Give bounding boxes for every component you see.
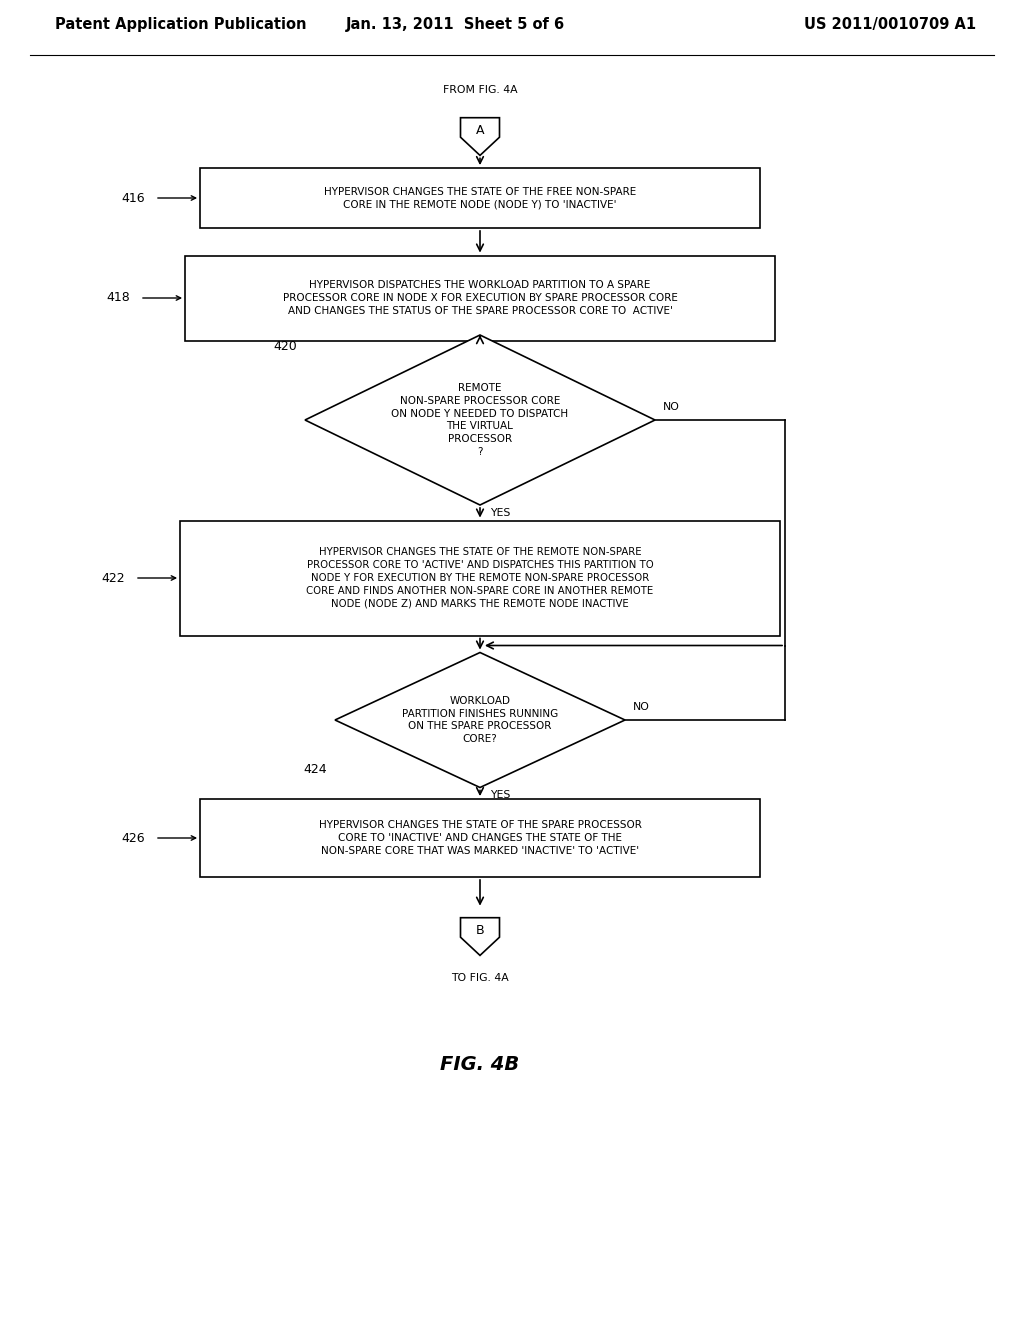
Polygon shape	[305, 335, 655, 506]
Text: FROM FIG. 4A: FROM FIG. 4A	[442, 84, 517, 95]
FancyBboxPatch shape	[200, 799, 760, 876]
Text: 424: 424	[303, 763, 327, 776]
Text: TO FIG. 4A: TO FIG. 4A	[452, 973, 509, 983]
Polygon shape	[335, 652, 625, 788]
Text: YES: YES	[490, 791, 510, 800]
Text: B: B	[476, 924, 484, 937]
Text: HYPERVISOR CHANGES THE STATE OF THE SPARE PROCESSOR
CORE TO 'INACTIVE' AND CHANG: HYPERVISOR CHANGES THE STATE OF THE SPAR…	[318, 820, 641, 855]
Text: NO: NO	[633, 702, 650, 711]
Text: HYPERVISOR CHANGES THE STATE OF THE REMOTE NON-SPARE
PROCESSOR CORE TO 'ACTIVE' : HYPERVISOR CHANGES THE STATE OF THE REMO…	[306, 548, 653, 609]
Text: 416: 416	[122, 191, 145, 205]
Text: NO: NO	[663, 403, 680, 412]
Text: Jan. 13, 2011  Sheet 5 of 6: Jan. 13, 2011 Sheet 5 of 6	[345, 17, 564, 33]
Text: REMOTE
NON-SPARE PROCESSOR CORE
ON NODE Y NEEDED TO DISPATCH
THE VIRTUAL
PROCESS: REMOTE NON-SPARE PROCESSOR CORE ON NODE …	[391, 383, 568, 457]
Text: HYPERVISOR CHANGES THE STATE OF THE FREE NON-SPARE
CORE IN THE REMOTE NODE (NODE: HYPERVISOR CHANGES THE STATE OF THE FREE…	[324, 186, 636, 210]
Text: 426: 426	[122, 832, 145, 845]
Text: HYPERVISOR DISPATCHES THE WORKLOAD PARTITION TO A SPARE
PROCESSOR CORE IN NODE X: HYPERVISOR DISPATCHES THE WORKLOAD PARTI…	[283, 280, 678, 315]
Polygon shape	[461, 117, 500, 156]
Text: US 2011/0010709 A1: US 2011/0010709 A1	[804, 17, 976, 33]
Text: WORKLOAD
PARTITION FINISHES RUNNING
ON THE SPARE PROCESSOR
CORE?: WORKLOAD PARTITION FINISHES RUNNING ON T…	[401, 696, 558, 744]
FancyBboxPatch shape	[180, 520, 780, 635]
FancyBboxPatch shape	[200, 168, 760, 228]
Text: 422: 422	[101, 572, 125, 585]
Text: FIG. 4B: FIG. 4B	[440, 1056, 519, 1074]
Text: YES: YES	[490, 508, 510, 517]
Text: 420: 420	[273, 341, 297, 352]
Text: A: A	[476, 124, 484, 137]
Text: 418: 418	[106, 292, 130, 305]
Text: Patent Application Publication: Patent Application Publication	[55, 17, 306, 33]
Polygon shape	[461, 917, 500, 956]
FancyBboxPatch shape	[185, 256, 775, 341]
